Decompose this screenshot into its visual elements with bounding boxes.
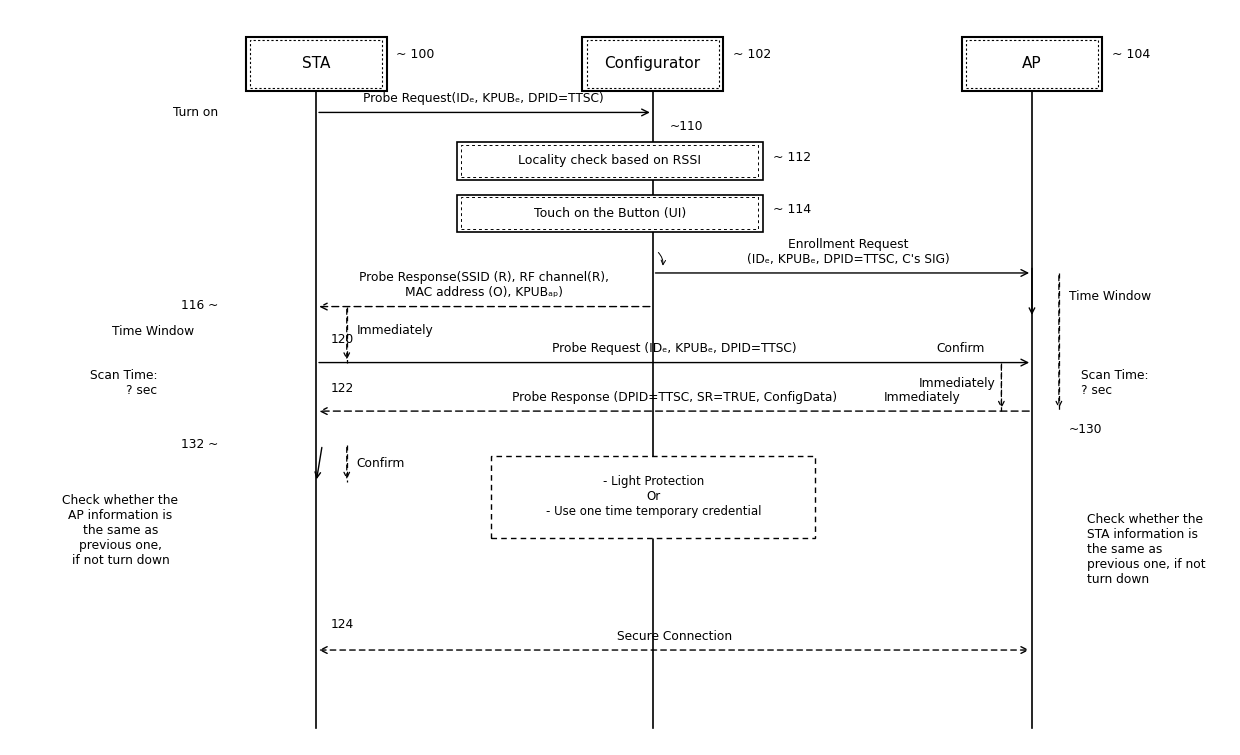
Text: Probe Response(SSID (R), RF channel(R),
MAC address (O), KPUBₐₚ): Probe Response(SSID (R), RF channel(R), … xyxy=(358,271,609,299)
Text: Configurator: Configurator xyxy=(605,57,701,72)
Text: AP: AP xyxy=(1022,57,1042,72)
Text: Time Window: Time Window xyxy=(1069,291,1151,304)
Text: 116 ~: 116 ~ xyxy=(181,299,218,313)
Text: Check whether the
STA information is
the same as
previous one, if not
turn down: Check whether the STA information is the… xyxy=(1087,513,1205,586)
Text: Scan Time:
? sec: Scan Time: ? sec xyxy=(89,368,157,396)
Text: 118: 118 xyxy=(662,222,686,235)
Text: Confirm: Confirm xyxy=(936,342,985,355)
Text: ~ 114: ~ 114 xyxy=(773,203,811,216)
Text: ~110: ~110 xyxy=(670,120,703,133)
Text: 122: 122 xyxy=(331,382,355,395)
Text: Immediately: Immediately xyxy=(883,390,960,404)
Bar xyxy=(961,37,1102,91)
Text: - Light Protection
Or
- Use one time temporary credential: - Light Protection Or - Use one time tem… xyxy=(546,476,761,519)
Text: Immediately: Immediately xyxy=(919,377,996,390)
Bar xyxy=(461,145,759,177)
Bar xyxy=(250,39,382,88)
Bar xyxy=(587,39,719,88)
Text: ~130: ~130 xyxy=(1069,424,1102,436)
Text: Probe Request (IDₑ, KPUBₑ, DPID=TTSC): Probe Request (IDₑ, KPUBₑ, DPID=TTSC) xyxy=(552,342,797,355)
Text: 132 ~: 132 ~ xyxy=(181,438,218,451)
Text: Probe Response (DPID=TTSC, SR=TRUE, ConfigData): Probe Response (DPID=TTSC, SR=TRUE, Conf… xyxy=(512,390,837,404)
Text: ~ 100: ~ 100 xyxy=(397,48,435,61)
Text: Turn on: Turn on xyxy=(174,106,218,119)
Text: ~ 112: ~ 112 xyxy=(773,151,811,164)
Bar xyxy=(456,195,763,232)
Text: Confirm: Confirm xyxy=(357,457,405,470)
Bar xyxy=(456,142,763,180)
Bar xyxy=(246,37,387,91)
Text: STA: STA xyxy=(303,57,330,72)
Bar xyxy=(966,39,1099,88)
Text: Immediately: Immediately xyxy=(357,325,433,337)
Bar xyxy=(461,197,759,230)
Text: 124: 124 xyxy=(331,618,355,631)
Bar xyxy=(491,456,816,538)
Text: Scan Time:
? sec: Scan Time: ? sec xyxy=(1081,368,1148,396)
Text: Time Window: Time Window xyxy=(112,325,193,337)
Text: ~ 102: ~ 102 xyxy=(733,48,771,61)
Text: 120: 120 xyxy=(331,333,355,346)
Text: Touch on the Button (UI): Touch on the Button (UI) xyxy=(533,207,686,220)
Text: ~ 104: ~ 104 xyxy=(1112,48,1151,61)
Text: Enrollment Request
(IDₑ, KPUBₑ, DPID=TTSC, C's SIG): Enrollment Request (IDₑ, KPUBₑ, DPID=TTS… xyxy=(746,238,950,266)
Bar xyxy=(583,37,723,91)
Text: Probe Request(IDₑ, KPUBₑ, DPID=TTSC): Probe Request(IDₑ, KPUBₑ, DPID=TTSC) xyxy=(363,92,604,105)
Text: Secure Connection: Secure Connection xyxy=(618,630,733,643)
Text: Check whether the
AP information is
the same as
previous one,
if not turn down: Check whether the AP information is the … xyxy=(62,494,179,567)
Text: Locality check based on RSSI: Locality check based on RSSI xyxy=(518,155,702,168)
